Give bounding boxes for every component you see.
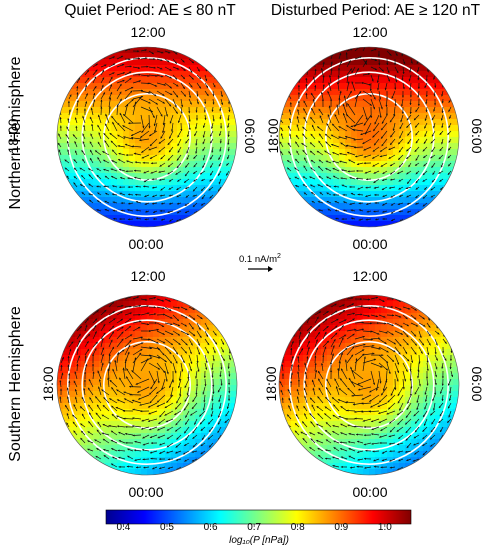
colorbar-tick-label: 0.7	[247, 522, 262, 533]
polar-map-sh-quiet	[56, 294, 238, 476]
time-label-noon: 12:00	[130, 24, 166, 40]
colorbar-tick-label: 0.9	[334, 522, 349, 533]
colorbar-tick-label: 1.0	[377, 522, 392, 533]
colorbar-tick-label: 0.6	[203, 522, 218, 533]
polar-map-nh-disturbed	[278, 46, 460, 228]
polar-map-sh-disturbed	[278, 294, 460, 476]
time-label-noon: 12:00	[130, 268, 166, 284]
colorbar-tick-label: 0.5	[160, 522, 174, 533]
time-label-midnight: 00:00	[352, 484, 388, 500]
column-title-disturbed: Disturbed Period: AE ≥ 120 nT	[270, 2, 481, 19]
polar-map-nh-quiet	[56, 46, 238, 228]
time-label-dawn: 06:00	[242, 118, 258, 154]
time-label-midnight: 00:00	[352, 236, 388, 252]
time-label-noon: 12:00	[352, 24, 388, 40]
reference-arrow-icon	[248, 266, 273, 272]
time-label-dusk: 18:00	[5, 118, 21, 154]
time-label-dusk: 18:00	[263, 366, 279, 402]
time-label-dawn: 06:00	[469, 366, 485, 402]
column-title-quiet: Quiet Period: AE ≤ 80 nT	[64, 2, 236, 19]
time-label-midnight: 00:00	[128, 236, 164, 252]
time-label-dawn: 06:00	[469, 118, 485, 154]
time-label-midnight: 00:00	[128, 484, 164, 500]
row-title-southern: Southern Hemisphere	[7, 306, 24, 462]
colorbar-tick-label: 0.4	[116, 522, 131, 533]
colorbar-label: log₁₀(P [nPa])	[229, 535, 289, 546]
colorbar	[105, 509, 412, 527]
reference-arrow-label: 0.1 nA/m2	[239, 253, 281, 266]
time-label-dusk: 18:00	[40, 366, 56, 402]
colorbar-tick-label: 0.8	[290, 522, 305, 533]
time-label-noon: 12:00	[352, 268, 388, 284]
time-label-dusk: 18:00	[265, 118, 281, 154]
